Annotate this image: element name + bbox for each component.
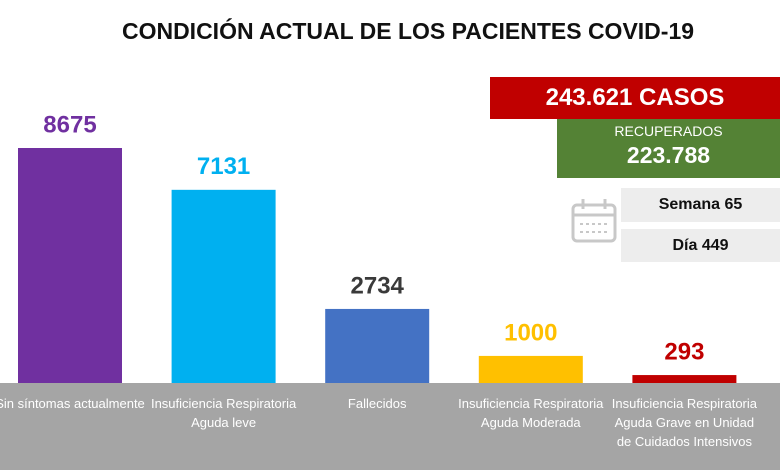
value-label: 1000	[504, 319, 557, 346]
chart-title: CONDICIÓN ACTUAL DE LOS PACIENTES COVID-…	[122, 17, 694, 44]
value-label: 2734	[351, 272, 405, 299]
recovered-box: RECUPERADOS 223.788	[557, 119, 780, 178]
bar	[632, 375, 737, 383]
category-band	[0, 383, 780, 470]
value-label: 8675	[43, 111, 96, 138]
category-label: Sin síntomas actualmente	[0, 396, 145, 411]
value-label: 293	[664, 338, 704, 365]
recovered-label: RECUPERADOS	[614, 123, 723, 139]
category-label: Fallecidos	[347, 396, 407, 411]
cases-box: 243.621 CASOS	[490, 77, 780, 119]
bar	[478, 355, 583, 383]
day-box: Día 449	[621, 229, 780, 262]
week-box: Semana 65	[621, 188, 780, 222]
bar	[325, 308, 430, 383]
bar	[18, 148, 122, 383]
category-label: Insuficiencia Respiratoria Aguda Moderad…	[458, 396, 604, 430]
bar	[171, 189, 276, 383]
value-label: 7131	[197, 153, 250, 180]
category-label: Insuficiencia Respiratoria Aguda Grave e…	[611, 396, 757, 449]
calendar-icon	[571, 199, 617, 243]
category-label: Insuficiencia Respiratoria Aguda leve	[150, 396, 297, 430]
recovered-value: 223.788	[626, 142, 711, 168]
